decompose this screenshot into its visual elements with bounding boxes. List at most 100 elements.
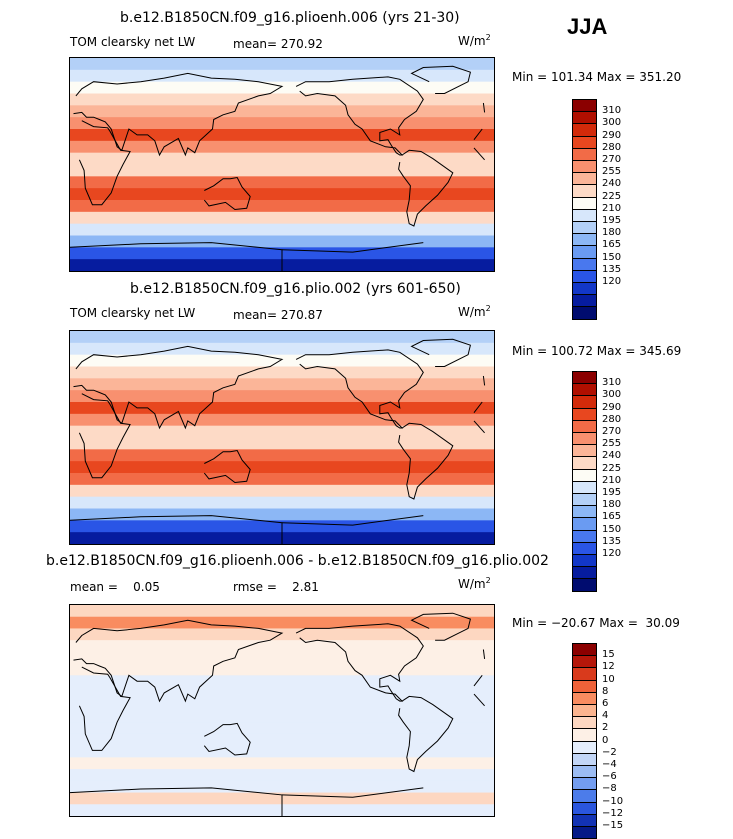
zonal-band (70, 437, 494, 450)
panel2-variable: TOM clearsky net LW (70, 306, 196, 320)
zonal-band (70, 223, 494, 236)
colorbar-swatch (572, 135, 597, 149)
colorbar-label: 120 (602, 276, 622, 287)
colorbar-swatch (572, 728, 597, 742)
panel1-variable: TOM clearsky net LW (70, 35, 196, 49)
panel2-map (69, 330, 495, 545)
colorbar-swatch (572, 123, 597, 137)
colorbar-swatch (572, 679, 597, 693)
zonal-band (70, 425, 494, 438)
colorbar-label: 8 (602, 685, 609, 697)
colorbar-label: 195 (602, 215, 622, 226)
colorbar-label: 195 (602, 487, 622, 498)
colorbar-label: 210 (602, 474, 622, 486)
panel1-map (69, 57, 495, 272)
zonal-band (70, 354, 494, 367)
colorbar-label: 240 (602, 450, 622, 462)
coastline (73, 619, 284, 703)
zonal-band (70, 733, 494, 747)
coastline (473, 401, 483, 414)
coastline (482, 649, 486, 659)
panel1-mean: mean= 270.92 (233, 37, 323, 51)
colorbar-swatch (572, 529, 597, 543)
colorbar-label: 290 (602, 129, 622, 141)
colorbar-label: 150 (602, 251, 622, 263)
colorbar-label: 4 (602, 710, 609, 722)
colorbar-swatch (572, 269, 597, 283)
colorbar-swatch (572, 257, 597, 271)
coastline (295, 349, 424, 429)
coastline (281, 515, 424, 526)
zonal-band (70, 105, 494, 118)
zonal-band (70, 461, 494, 474)
panel3-units: W/m2 (458, 576, 491, 591)
panel3-minmax: Min = −20.67 Max = 30.09 (512, 616, 680, 630)
zonal-band (70, 331, 494, 344)
colorbar-swatch (572, 111, 597, 125)
colorbar-label: 2 (602, 722, 609, 734)
colorbar-label: −10 (602, 795, 624, 807)
zonal-band (70, 780, 494, 794)
colorbar-swatch (572, 184, 597, 198)
colorbar-swatch (572, 578, 597, 592)
zonal-band (70, 378, 494, 391)
colorbar-swatch (572, 752, 597, 766)
coastline (73, 72, 284, 157)
colorbar-label: 150 (602, 523, 622, 535)
colorbar-label: 310 (602, 105, 622, 117)
coastline (78, 393, 131, 479)
coastline (70, 515, 283, 544)
zonal-band (70, 235, 494, 248)
zonal-band (70, 342, 494, 356)
colorbar-swatch (572, 208, 597, 222)
zonal-band (70, 117, 494, 130)
coastline (70, 787, 283, 816)
coastline (398, 149, 454, 227)
colorbar-swatch (572, 716, 597, 730)
zonal-band (70, 687, 494, 700)
zonal-band (70, 366, 494, 379)
colorbar-label: 290 (602, 401, 622, 413)
colorbar-label: 270 (602, 426, 622, 437)
colorbar-label: 120 (602, 548, 622, 559)
coastline (78, 666, 131, 751)
season-label: JJA (567, 14, 608, 39)
colorbar-swatch (572, 740, 597, 754)
panel3-map (69, 604, 495, 817)
colorbar-swatch (572, 468, 597, 482)
coastline (473, 128, 483, 141)
panel2-map-svg (70, 331, 494, 544)
coastline (473, 693, 485, 707)
zonal-band (70, 698, 494, 711)
zonal-band (70, 211, 494, 225)
colorbar-label: 225 (602, 462, 622, 474)
zonal-band (70, 769, 494, 782)
panel2-minmax: Min = 100.72 Max = 345.69 (512, 344, 682, 358)
colorbar-label: 6 (602, 698, 609, 709)
zonal-band (70, 722, 494, 735)
coastline (473, 420, 485, 434)
colorbar-label: 225 (602, 190, 622, 202)
zonal-band (70, 675, 494, 688)
coastline (473, 674, 483, 687)
colorbar-swatch (572, 667, 597, 681)
zonal-band (70, 129, 494, 142)
zonal-band (70, 663, 494, 676)
colorbar-label: −8 (602, 783, 617, 795)
zonal-band (70, 616, 494, 629)
colorbar-label: 310 (602, 377, 622, 389)
colorbar-label: 270 (602, 154, 622, 165)
colorbar-label: −6 (602, 771, 617, 783)
coastline (70, 242, 283, 271)
colorbar-label: 135 (602, 535, 622, 547)
colorbar-swatch (572, 655, 597, 669)
panel3-title: b.e12.B1850CN.f09_g16.plioenh.006 - b.e1… (46, 553, 549, 569)
coastline (295, 76, 424, 156)
panel3-map-svg (70, 605, 494, 816)
zonal-band (70, 140, 494, 154)
zonal-band (70, 628, 494, 641)
zonal-band (70, 176, 494, 189)
colorbar-swatch (572, 691, 597, 705)
colorbar-swatch (572, 801, 597, 815)
panel3-rmse: rmse = 2.81 (233, 580, 319, 594)
